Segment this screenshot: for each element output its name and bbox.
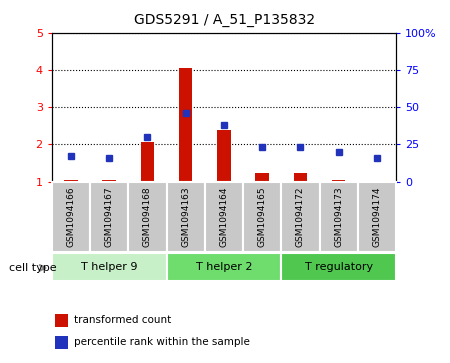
Text: GSM1094172: GSM1094172 bbox=[296, 187, 305, 247]
Bar bbox=[90, 182, 128, 252]
Bar bbox=[320, 182, 358, 252]
Bar bbox=[370, 181, 383, 182]
Text: GSM1094164: GSM1094164 bbox=[220, 187, 228, 247]
Text: GSM1094166: GSM1094166 bbox=[67, 187, 76, 247]
Bar bbox=[179, 68, 192, 182]
Text: GSM1094165: GSM1094165 bbox=[257, 187, 266, 247]
Text: T regulatory: T regulatory bbox=[305, 262, 373, 272]
Text: T helper 9: T helper 9 bbox=[81, 262, 137, 272]
Text: GSM1094168: GSM1094168 bbox=[143, 187, 152, 247]
Bar bbox=[243, 182, 281, 252]
Bar bbox=[52, 253, 166, 281]
Bar bbox=[55, 314, 68, 327]
Bar bbox=[128, 182, 166, 252]
Text: GSM1094174: GSM1094174 bbox=[373, 187, 382, 247]
Bar bbox=[294, 173, 307, 182]
Bar bbox=[103, 180, 116, 182]
Bar bbox=[281, 253, 396, 281]
Bar bbox=[141, 142, 154, 182]
Bar bbox=[332, 180, 345, 182]
Bar bbox=[256, 173, 269, 182]
Bar bbox=[166, 182, 205, 252]
Text: GSM1094163: GSM1094163 bbox=[181, 187, 190, 247]
Bar bbox=[52, 182, 90, 252]
Text: T helper 2: T helper 2 bbox=[196, 262, 252, 272]
Text: transformed count: transformed count bbox=[74, 315, 171, 325]
Text: GDS5291 / A_51_P135832: GDS5291 / A_51_P135832 bbox=[135, 13, 315, 27]
Bar bbox=[55, 335, 68, 348]
Bar bbox=[205, 182, 243, 252]
Text: cell type: cell type bbox=[9, 263, 57, 273]
Bar bbox=[166, 253, 281, 281]
Text: GSM1094167: GSM1094167 bbox=[104, 187, 113, 247]
Bar bbox=[217, 130, 230, 182]
Bar bbox=[281, 182, 320, 252]
Text: GSM1094173: GSM1094173 bbox=[334, 187, 343, 247]
Bar bbox=[64, 180, 77, 182]
Bar bbox=[358, 182, 396, 252]
Text: percentile rank within the sample: percentile rank within the sample bbox=[74, 337, 250, 347]
